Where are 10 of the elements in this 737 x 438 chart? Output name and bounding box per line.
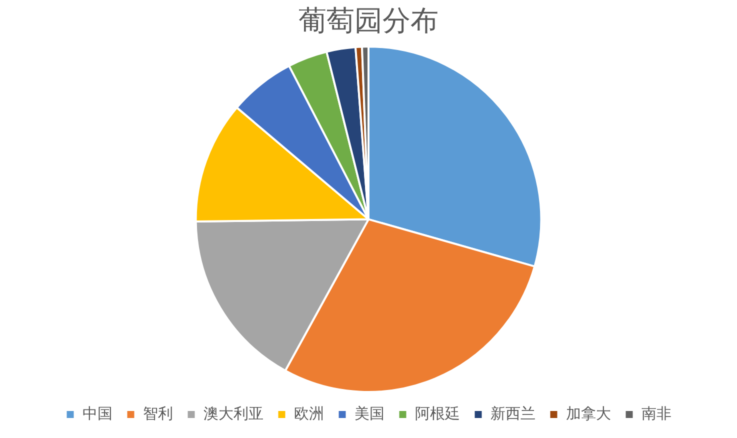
legend-label: 阿根廷 [414,404,460,422]
legend-label: 智利 [142,404,173,422]
legend-label: 中国 [82,404,112,422]
legend-label: 澳大利亚 [203,404,264,422]
legend-label: 美国 [354,404,384,422]
legend-label: 加拿大 [566,404,611,422]
legend-label: 欧洲 [294,404,324,422]
legend-label: 新西兰 [490,404,536,422]
legend-label: 南非 [641,404,672,422]
chart-title: 葡萄园分布 [298,4,438,38]
